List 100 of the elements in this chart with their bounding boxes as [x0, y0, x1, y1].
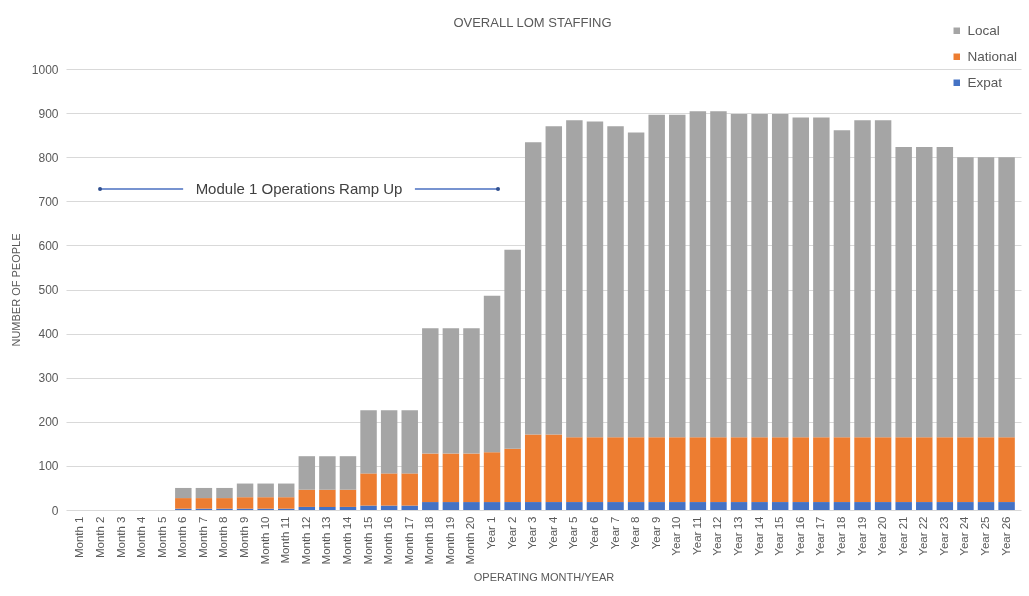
bar: [771, 502, 789, 510]
bar: [936, 502, 954, 510]
bar: [977, 502, 995, 510]
bar: [586, 437, 604, 503]
bar: [895, 502, 912, 510]
bar: [504, 502, 521, 510]
y-tick-label: 0: [51, 503, 59, 518]
x-tick-label: Year 1: [485, 516, 498, 550]
bar: [319, 506, 336, 510]
x-tick-label: Year 18: [834, 516, 847, 556]
bar: [360, 410, 377, 474]
x-tick-label: Year 24: [958, 515, 971, 556]
bar: [771, 113, 789, 438]
bar: [298, 506, 316, 510]
x-tick-label: Year 15: [773, 516, 786, 556]
bar: [874, 502, 892, 510]
bar: [298, 489, 316, 507]
x-tick-label: Month 7: [196, 516, 209, 559]
bar: [833, 437, 851, 503]
x-tick-label: Year 22: [917, 516, 930, 556]
x-tick-label: Month 18: [423, 516, 436, 565]
bar: [339, 489, 357, 507]
x-tick-label: Year 23: [937, 516, 950, 556]
y-axis-title: NUMBER OF PEOPLE: [9, 233, 22, 347]
bar: [957, 437, 974, 503]
bar: [689, 437, 707, 503]
bar: [566, 502, 583, 510]
bar: [504, 249, 521, 449]
bar: [236, 483, 254, 498]
bar: [648, 114, 665, 438]
y-tick-label: 1000: [31, 62, 59, 77]
x-tick-label: Year 19: [855, 516, 868, 556]
x-tick-label: Month 11: [279, 516, 292, 564]
bar: [401, 473, 418, 506]
bar: [874, 437, 892, 503]
bar: [524, 502, 542, 510]
x-tick-label: Year 13: [732, 516, 745, 556]
bar: [730, 437, 748, 503]
bar: [627, 437, 645, 503]
bar: [216, 487, 233, 499]
bar: [175, 498, 192, 509]
x-tick-label: Month 5: [155, 516, 168, 559]
bar: [401, 505, 418, 510]
x-tick-label: Month 9: [238, 516, 251, 559]
bar: [627, 502, 645, 510]
bar: [689, 502, 707, 510]
bar: [319, 489, 336, 507]
bar: [730, 502, 748, 510]
bar: [422, 328, 439, 454]
bar: [257, 497, 274, 509]
bar: [401, 410, 418, 474]
bar: [195, 487, 213, 499]
legend-label: Expat: [967, 74, 1003, 90]
x-tick-label: Year 17: [814, 516, 827, 556]
bar: [648, 437, 665, 503]
bar: [586, 121, 604, 438]
bar: [998, 157, 1015, 438]
x-tick-label: Month 17: [402, 516, 415, 565]
x-tick-label: Year 20: [876, 516, 889, 556]
bar: [874, 120, 892, 438]
bar: [751, 502, 768, 510]
bar: [483, 502, 501, 510]
bar: [936, 437, 954, 503]
bar: [524, 142, 542, 435]
bar: [360, 505, 377, 510]
bar: [854, 502, 871, 510]
x-tick-label: Year 8: [629, 516, 642, 550]
bar: [957, 502, 974, 510]
x-tick-label: Year 7: [608, 516, 621, 550]
bar: [895, 147, 912, 438]
x-tick-label: Year 26: [999, 516, 1012, 556]
x-tick-label: Month 4: [135, 515, 148, 559]
bar: [566, 120, 583, 438]
bar: [380, 410, 398, 474]
chart-title: OVERALL LOM STAFFING: [453, 15, 612, 30]
bar: [463, 502, 480, 510]
bar: [977, 157, 995, 438]
bar: [669, 437, 686, 503]
x-tick-label: Year 21: [896, 516, 909, 556]
y-tick-label: 900: [38, 106, 59, 121]
bar: [792, 502, 810, 510]
x-tick-label: Year 11: [690, 516, 703, 555]
bar: [607, 437, 624, 503]
bar: [463, 453, 480, 503]
bar: [710, 502, 727, 510]
bar: [957, 157, 974, 438]
bar: [669, 114, 686, 438]
x-tick-label: Year 6: [587, 516, 600, 550]
bar: [648, 502, 665, 510]
bar: [813, 437, 830, 503]
y-tick-label: 500: [38, 283, 59, 297]
bar: [977, 437, 995, 503]
bar: [277, 497, 295, 509]
x-tick-label: Month 13: [320, 516, 333, 565]
x-tick-label: Month 6: [176, 516, 189, 559]
bar: [566, 437, 583, 503]
bar: [545, 434, 563, 503]
bar: [236, 497, 254, 509]
bar: [916, 502, 933, 510]
bar: [854, 437, 871, 503]
